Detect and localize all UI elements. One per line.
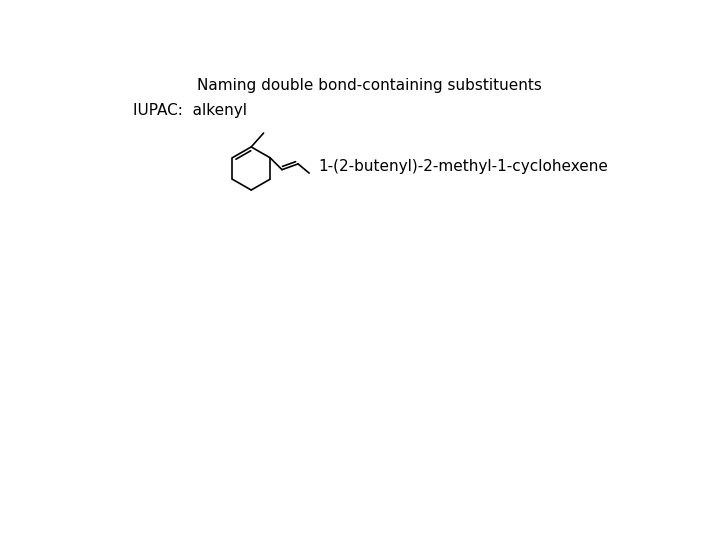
Text: 1-(2-butenyl)-2-methyl-1-cyclohexene: 1-(2-butenyl)-2-methyl-1-cyclohexene [319, 159, 608, 174]
Text: Naming double bond-containing substituents: Naming double bond-containing substituen… [197, 79, 541, 94]
Text: IUPAC:  alkenyl: IUPAC: alkenyl [132, 103, 247, 118]
